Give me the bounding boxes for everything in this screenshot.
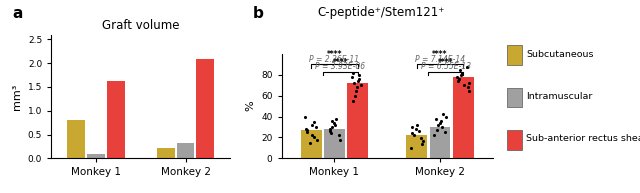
Point — [347, 75, 357, 79]
Point — [432, 129, 442, 132]
Text: P = 6.55E-13: P = 6.55E-13 — [420, 63, 471, 71]
Point — [354, 73, 364, 76]
Bar — [87, 153, 105, 158]
Y-axis label: mm³: mm³ — [12, 83, 22, 110]
Text: Intramuscular: Intramuscular — [526, 92, 593, 101]
Point — [325, 128, 335, 131]
Point — [348, 99, 358, 102]
Point — [412, 123, 422, 126]
Point — [328, 121, 339, 124]
Text: b: b — [253, 6, 264, 21]
Point — [435, 121, 445, 124]
Point — [354, 78, 364, 81]
Point — [414, 130, 424, 133]
Text: P = 3.93E-06: P = 3.93E-06 — [315, 63, 365, 71]
Text: Subcutaneous: Subcutaneous — [526, 50, 593, 58]
Text: ****: **** — [438, 58, 454, 67]
Point — [309, 136, 319, 139]
Y-axis label: %: % — [246, 101, 255, 112]
Bar — [406, 135, 428, 158]
Point — [300, 115, 310, 118]
Point — [460, 84, 470, 87]
Point — [453, 80, 463, 83]
Point — [464, 89, 474, 92]
Point — [353, 80, 363, 83]
Text: ****: **** — [326, 50, 342, 59]
Point — [301, 129, 312, 132]
Point — [429, 134, 439, 137]
Point — [437, 125, 447, 129]
Point — [301, 131, 312, 134]
Point — [457, 71, 467, 74]
Point — [440, 131, 451, 134]
Point — [333, 134, 344, 137]
Point — [433, 123, 443, 126]
Point — [415, 137, 426, 140]
Point — [411, 128, 421, 131]
Point — [352, 86, 362, 89]
Point — [438, 113, 449, 116]
Point — [435, 119, 445, 122]
Point — [327, 125, 337, 129]
Point — [351, 89, 361, 92]
Text: ****: **** — [432, 50, 448, 59]
Point — [462, 65, 472, 68]
Point — [350, 94, 360, 97]
Point — [307, 123, 317, 126]
Bar — [196, 59, 214, 158]
Point — [407, 125, 417, 129]
Point — [452, 75, 463, 79]
Bar — [177, 143, 195, 158]
Bar — [324, 129, 345, 158]
Point — [348, 71, 358, 74]
Point — [406, 132, 417, 135]
Bar — [429, 127, 451, 158]
Bar — [157, 148, 175, 158]
Point — [409, 134, 419, 137]
Point — [335, 138, 346, 141]
Bar — [452, 77, 474, 158]
Point — [308, 120, 319, 123]
Point — [349, 82, 359, 85]
Text: P = 7.14E-14: P = 7.14E-14 — [415, 55, 465, 64]
Point — [455, 68, 465, 71]
Text: Sub-anterior rectus sheath: Sub-anterior rectus sheath — [526, 135, 640, 143]
Title: Graft volume: Graft volume — [102, 19, 180, 32]
Point — [454, 78, 465, 81]
Text: a: a — [13, 6, 23, 21]
Point — [330, 123, 340, 126]
Point — [417, 142, 428, 145]
Point — [463, 82, 474, 85]
Point — [356, 84, 366, 87]
Point — [300, 128, 310, 131]
Point — [305, 141, 315, 144]
Point — [310, 125, 321, 129]
Point — [441, 115, 451, 118]
Bar — [301, 130, 322, 158]
Point — [326, 119, 337, 122]
Point — [312, 138, 322, 141]
Point — [325, 130, 335, 133]
Text: P = 2.26E-11: P = 2.26E-11 — [309, 55, 360, 64]
Point — [431, 117, 441, 120]
Point — [463, 86, 474, 89]
Point — [331, 117, 341, 120]
Bar — [347, 83, 368, 158]
Bar — [107, 81, 125, 158]
Text: ****: **** — [332, 58, 348, 67]
Bar — [67, 120, 85, 158]
Point — [456, 73, 466, 76]
Text: C-peptide⁺/Stem121⁺: C-peptide⁺/Stem121⁺ — [317, 6, 445, 19]
Point — [326, 132, 336, 135]
Point — [417, 139, 428, 142]
Point — [307, 134, 317, 137]
Point — [406, 146, 417, 149]
